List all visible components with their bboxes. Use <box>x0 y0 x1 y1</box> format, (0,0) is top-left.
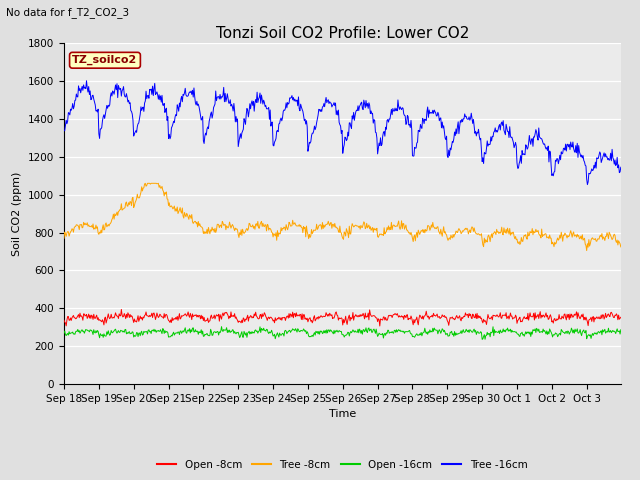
Legend: Open -8cm, Tree -8cm, Open -16cm, Tree -16cm: Open -8cm, Tree -8cm, Open -16cm, Tree -… <box>154 456 531 474</box>
X-axis label: Time: Time <box>329 409 356 419</box>
Text: No data for f_T2_CO2_3: No data for f_T2_CO2_3 <box>6 7 129 18</box>
Title: Tonzi Soil CO2 Profile: Lower CO2: Tonzi Soil CO2 Profile: Lower CO2 <box>216 25 469 41</box>
Y-axis label: Soil CO2 (ppm): Soil CO2 (ppm) <box>12 171 22 256</box>
Text: TZ_soilco2: TZ_soilco2 <box>72 55 138 65</box>
